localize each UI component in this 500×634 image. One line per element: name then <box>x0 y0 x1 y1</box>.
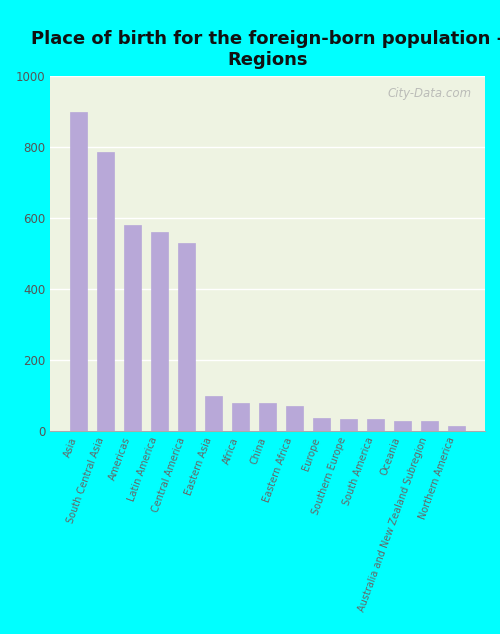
Bar <box>448 426 465 431</box>
Bar <box>124 225 142 431</box>
Bar <box>394 421 411 431</box>
Bar <box>258 403 276 431</box>
Bar <box>97 152 114 431</box>
Bar <box>420 421 438 431</box>
Bar <box>151 231 168 431</box>
Text: City-Data.com: City-Data.com <box>388 87 472 100</box>
Bar <box>366 420 384 431</box>
Bar <box>70 112 87 431</box>
Bar <box>232 403 250 431</box>
Bar <box>204 396 222 431</box>
Bar <box>312 418 330 431</box>
Bar <box>340 420 357 431</box>
Bar <box>286 406 304 431</box>
Title: Place of birth for the foreign-born population -
Regions: Place of birth for the foreign-born popu… <box>31 30 500 69</box>
Bar <box>178 243 196 431</box>
